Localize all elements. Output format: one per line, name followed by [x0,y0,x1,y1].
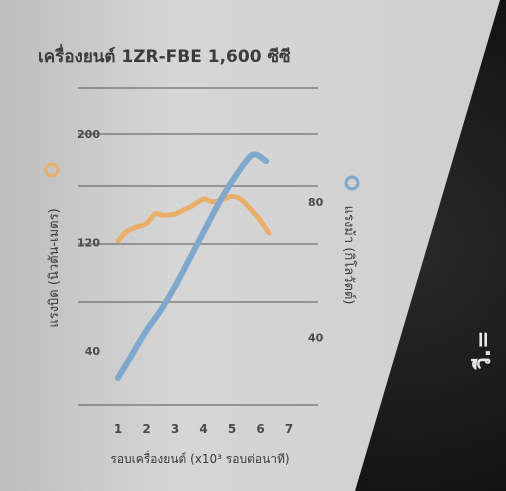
x-tick: 6 [256,422,264,436]
x-tick: 1 [114,422,122,436]
x-axis-label: รอบเครื่องยนต์ (x10³ รอบต่อนาที) [110,450,289,466]
torque-series-line [115,193,272,244]
x-tick: 4 [199,422,207,436]
x-tick: 3 [171,422,179,436]
y-right-label: แรงม้า (กิโลวัตต์) [341,206,357,305]
x-tick: 2 [142,422,150,436]
chart-title: เครื่องยนต์ 1ZR-FBE 1,600 ซีซี [38,44,291,67]
x-tick: 5 [228,422,236,436]
y-left-tick: 120 [77,237,100,250]
series-group [115,151,272,381]
y-left-tick: 200 [77,128,100,141]
grid-lines [78,87,318,406]
right-axis-ticks: 40 80 [308,196,324,345]
side-text: วี.= [471,330,496,370]
power-series-line [115,151,270,381]
left-axis-ticks: 40 120 200 [77,128,100,358]
power-legend-marker [344,175,360,191]
y-right-tick: 40 [308,331,324,344]
x-axis-ticks: 1 2 3 4 5 6 7 [114,422,293,436]
y-left-label: แรงบิด (นิวตัน-เมตร) [47,208,62,327]
y-left-tick: 40 [85,345,101,358]
y-right-tick: 80 [308,196,324,209]
torque-legend-marker [44,162,60,178]
x-tick: 7 [285,422,293,436]
